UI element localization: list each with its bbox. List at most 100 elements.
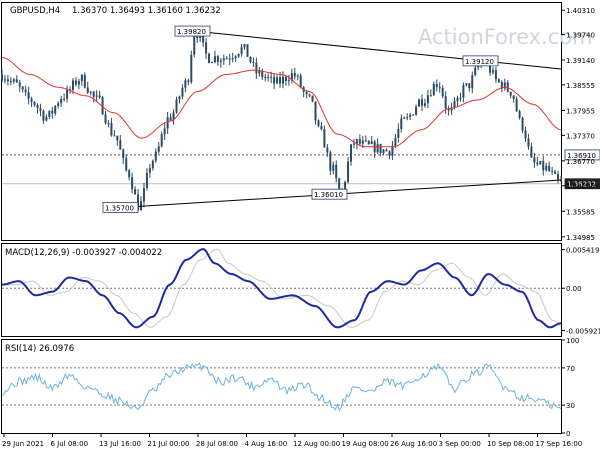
candle-body <box>276 77 279 84</box>
candle-body <box>145 172 148 189</box>
candle-body <box>370 141 373 145</box>
rsi-tick-label: 100 <box>566 337 579 345</box>
candle-body <box>77 81 80 85</box>
candle-body <box>131 177 134 190</box>
time-tick-label: 13 Jul 16:00 <box>99 440 141 448</box>
candle-body <box>1 74 3 81</box>
time-tick-label: 17 Sep 16:00 <box>536 440 583 448</box>
candle-body <box>465 83 468 86</box>
candle-body <box>542 161 545 171</box>
candle-body <box>66 89 69 99</box>
candle-body <box>459 97 462 99</box>
candle-body <box>243 44 246 48</box>
rsi-title: RSI(14) 26.0976 <box>5 344 74 354</box>
rsi-panel <box>1 339 562 434</box>
candle-body <box>39 108 42 111</box>
candle-body <box>551 170 554 172</box>
candle-body <box>175 99 178 113</box>
candle-body <box>213 56 216 63</box>
candle-body <box>489 62 492 73</box>
candle-body <box>107 123 110 125</box>
rsi-tick-label: 30 <box>566 402 575 410</box>
candle-body <box>530 146 533 158</box>
candle-body <box>444 96 447 109</box>
candle-body <box>527 138 530 147</box>
trendlines <box>138 30 562 207</box>
price-annotation-box <box>564 178 600 190</box>
moving-average-line <box>1 57 562 148</box>
candle-body <box>308 94 311 96</box>
trendline <box>138 179 562 207</box>
candle-body <box>391 145 394 156</box>
candle-body <box>86 87 89 93</box>
candle-body <box>420 99 423 106</box>
candle-body <box>521 117 524 131</box>
price-candles <box>1 29 562 212</box>
macd-tick-label: -0.005921 <box>566 327 600 335</box>
candle-body <box>545 166 548 171</box>
candle-body <box>12 79 15 82</box>
candle-body <box>429 95 432 97</box>
candle-body <box>503 82 506 89</box>
macd-title: MACD(12,26,9) -0.003927 -0.004022 <box>5 248 162 258</box>
candle-body <box>219 60 222 62</box>
price-annotation-label: 1.36910 <box>567 152 596 160</box>
candle-body <box>284 76 287 81</box>
candle-body <box>193 34 196 55</box>
price-annotation-label: 1.36232 <box>567 181 596 189</box>
candle-body <box>474 67 477 76</box>
macd-tick-label: 0.005419 <box>566 247 599 255</box>
candle-body <box>3 79 6 81</box>
candle-body <box>497 79 500 83</box>
candle-body <box>119 140 122 150</box>
candle-body <box>379 143 382 153</box>
ohlc-label: 1.36370 1.36493 1.36160 1.36232 <box>72 6 221 16</box>
candle-body <box>249 56 252 63</box>
candle-body <box>187 80 190 83</box>
candle-body <box>240 47 243 54</box>
candle-body <box>95 95 98 97</box>
candle-body <box>110 123 113 136</box>
candle-body <box>184 80 187 88</box>
candle-body <box>163 128 166 135</box>
candle-body <box>51 110 54 114</box>
candle-body <box>290 72 293 81</box>
candle-body <box>394 137 397 146</box>
candle-body <box>98 95 101 98</box>
time-tick-label: 29 Jun 2021 <box>2 440 44 448</box>
candle-body <box>279 77 282 84</box>
candle-body <box>36 105 39 109</box>
candle-body <box>237 53 240 57</box>
price-annotation-box <box>564 149 600 161</box>
candle-body <box>69 89 72 91</box>
price-tick-label: 1.39740 <box>566 31 595 39</box>
candle-body <box>299 75 302 88</box>
candle-body <box>9 81 12 83</box>
candle-body <box>122 149 125 159</box>
candle-body <box>385 149 388 152</box>
candle-body <box>554 171 557 174</box>
candle-body <box>494 70 497 80</box>
time-tick-label: 6 Jul 08:00 <box>51 440 89 448</box>
candle-body <box>190 54 193 83</box>
candle-body <box>27 92 30 99</box>
candle-body <box>267 77 270 79</box>
price-annotation-label: 1.36010 <box>314 191 343 199</box>
rsi-tick-label: 0 <box>566 430 570 438</box>
candle-body <box>512 95 515 99</box>
price-tick-label: 1.37955 <box>566 107 595 115</box>
price-annotation-label: 1.35700 <box>105 204 134 212</box>
candle-body <box>154 151 157 161</box>
candle-body <box>317 120 320 127</box>
candle-body <box>560 179 562 182</box>
time-tick-label: 19 Aug 08:00 <box>342 440 389 448</box>
candle-body <box>48 110 51 117</box>
candle-body <box>181 87 184 97</box>
rsi-line <box>1 362 562 412</box>
candle-body <box>338 178 341 192</box>
candle-body <box>24 89 27 93</box>
price-annotation-box <box>102 201 139 213</box>
candle-body <box>287 80 290 82</box>
time-tick-label: 3 Sep 00:00 <box>439 440 481 448</box>
price-annotation-box <box>174 25 211 37</box>
